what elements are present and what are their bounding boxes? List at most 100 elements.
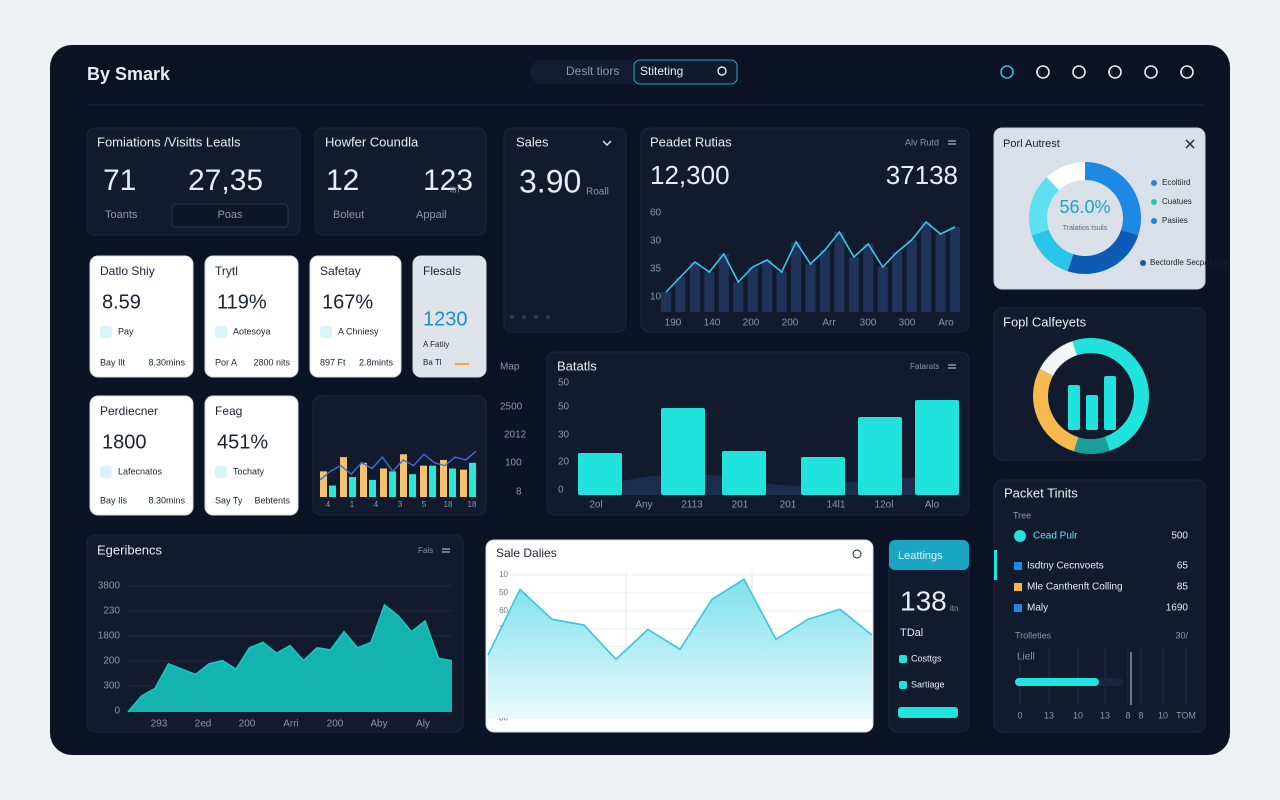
bar [747, 267, 758, 312]
x-tick-label: 1 [350, 500, 355, 509]
bar [762, 260, 773, 312]
toolbar-icon[interactable] [1180, 65, 1194, 79]
bar [661, 292, 671, 312]
label: Map [500, 362, 520, 373]
label: Trolleties [1015, 630, 1052, 640]
x-tick-label: 18 [444, 500, 453, 509]
search-icon[interactable] [717, 66, 727, 76]
label: Perdiecner [100, 404, 158, 418]
label: 2500 [500, 402, 523, 413]
stat-value: 12,300 [650, 160, 730, 190]
label: Sale Dalies [496, 546, 557, 560]
line [665, 220, 956, 293]
item-label: Sartiage [911, 679, 945, 689]
x-tick-label: 3 [398, 500, 403, 509]
line [319, 450, 477, 481]
search-tab-active[interactable] [633, 59, 738, 85]
toolbar-icon[interactable] [1072, 65, 1086, 79]
label: Packet Tinits [1004, 485, 1078, 500]
tile-value: 119% [217, 291, 267, 313]
row-value: 500 [1171, 531, 1188, 542]
toolbar-icon[interactable] [1108, 65, 1122, 79]
x-tick-label: 12ol [875, 500, 894, 511]
donut-segment [1073, 436, 1110, 454]
bar [1104, 376, 1116, 430]
label: Liell [1017, 652, 1035, 663]
tag-icon [215, 466, 227, 478]
row-label: Mle Canthenft Colling [1027, 582, 1123, 593]
bar [389, 471, 396, 497]
x-tick-label: 300 [860, 318, 877, 329]
label: 2.8mints [359, 357, 394, 367]
label: Boleut [333, 209, 364, 221]
menu-icon [442, 548, 450, 553]
row-label: Isdtny Cecnvoets [1027, 561, 1104, 572]
bar [349, 477, 356, 497]
bar [578, 453, 622, 495]
x-tick-label: Aby [370, 719, 387, 730]
toolbar-icon[interactable] [1036, 65, 1050, 79]
close-icon[interactable] [1185, 139, 1195, 149]
area [488, 579, 872, 718]
legend-label: Ecoltiird [1162, 178, 1190, 187]
legend-swatch [1140, 260, 1146, 266]
label: Tree [1013, 510, 1031, 520]
bar [877, 267, 888, 312]
label: Fais [418, 546, 433, 555]
settings-icon[interactable] [852, 549, 862, 559]
stat-pill [171, 203, 289, 228]
y-tick-label: 50 [558, 378, 570, 389]
stat-value: 71 [103, 164, 136, 197]
label: Peadet Rutias [650, 134, 732, 149]
x-tick-label: Aly [416, 719, 430, 730]
bar [935, 234, 946, 312]
label: Tochaty [233, 466, 265, 476]
x-tick-label: 8 [1125, 710, 1130, 720]
pager-dot [522, 315, 526, 319]
x-tick-label: 4 [326, 500, 331, 509]
x-tick-label: 10 [1158, 710, 1168, 720]
tile-value: 451% [217, 431, 268, 453]
label: Appail [416, 209, 447, 221]
label: 8.30mins [148, 357, 185, 367]
stat-value: 27,35 [188, 164, 263, 197]
label: Poas [217, 209, 243, 221]
bar [921, 222, 932, 312]
y-tick-label: 3800 [98, 581, 121, 592]
x-tick-label: Alo [925, 500, 940, 511]
tile [412, 255, 487, 378]
bar [805, 264, 816, 312]
label: Bebtents [254, 495, 290, 505]
donut-segment [1029, 177, 1059, 236]
toolbar-icon[interactable] [1000, 65, 1014, 79]
legend-label: Bectordle Secpas futs [1150, 258, 1228, 267]
row-label: Maly [1027, 603, 1048, 614]
bar [733, 282, 744, 312]
label: 897 Ft [320, 357, 346, 367]
bar [329, 485, 336, 497]
bar [449, 468, 456, 497]
toolbar-icon[interactable] [1144, 65, 1158, 79]
label: 30/ [1175, 630, 1188, 640]
legend-swatch [1151, 180, 1157, 186]
bar [718, 254, 729, 312]
tile [309, 255, 402, 378]
chevron[interactable] [602, 140, 612, 146]
bar [440, 459, 447, 497]
legend-label: Cuatues [1162, 197, 1192, 206]
progress-bar [1015, 678, 1099, 686]
label: Aotesoya [233, 326, 271, 336]
label: Say Ty [215, 495, 243, 505]
tile-value: 1230 [423, 308, 468, 330]
donut-segment [1072, 338, 1149, 451]
y-tick-label: 230 [103, 606, 120, 617]
pager-dot [546, 315, 550, 319]
search-tab: Deslt tiors [566, 64, 619, 78]
bar [400, 454, 407, 497]
x-tick-label: Aro [938, 318, 954, 329]
bar [801, 457, 845, 495]
label: Toants [105, 209, 138, 221]
y-tick-label: 60 [650, 208, 662, 219]
menu-icon [948, 364, 956, 369]
label: Egeribencs [97, 542, 163, 557]
